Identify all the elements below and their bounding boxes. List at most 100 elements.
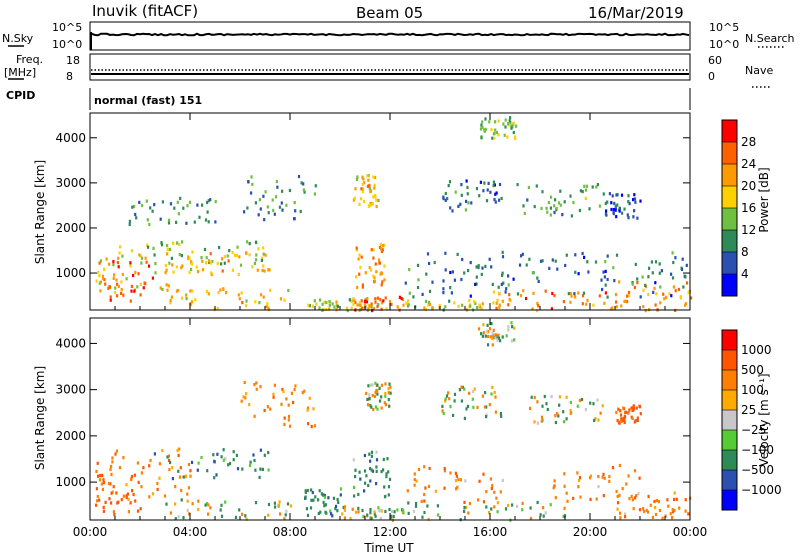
power-cell — [613, 279, 616, 283]
power-cell — [380, 249, 383, 253]
velocity-cell — [286, 502, 290, 506]
power-cell — [151, 209, 154, 213]
velocity-cell — [673, 508, 676, 512]
power-cell — [147, 245, 150, 249]
power-cell — [262, 246, 265, 250]
power-cell — [245, 299, 248, 303]
velocity-cell — [550, 395, 553, 399]
freq-unit: [MHz] — [4, 66, 36, 79]
power-cell — [460, 193, 463, 197]
velocity-cell — [628, 408, 631, 412]
power-cell — [438, 304, 441, 308]
velocity-cell — [376, 407, 379, 411]
velocity-cell — [664, 514, 667, 518]
power-cell — [672, 260, 675, 265]
velocity-cell — [282, 389, 285, 393]
power-cell — [423, 306, 426, 310]
velocity-cell — [266, 405, 269, 409]
velocity-cell — [631, 416, 634, 420]
velocity-cell — [305, 507, 308, 511]
velocity-cell — [309, 506, 313, 510]
power-cell — [112, 260, 115, 264]
power-cell — [508, 119, 511, 123]
velocity-cell — [384, 394, 387, 398]
power-cell — [99, 289, 102, 293]
power-cell — [615, 193, 618, 197]
power-cell — [374, 194, 377, 198]
power-cell — [469, 304, 472, 308]
power-cell — [483, 181, 486, 185]
power-colorbar-tick-label: 28 — [741, 135, 756, 149]
power-cell — [176, 200, 179, 204]
velocity-colorbar-swatch — [722, 430, 737, 450]
velocity-cell — [158, 476, 161, 480]
power-cell — [612, 212, 615, 216]
power-cell — [447, 184, 450, 188]
power-cell — [442, 291, 445, 295]
power-cell — [352, 302, 355, 306]
velocity-cell — [253, 414, 256, 418]
power-cell — [523, 211, 526, 215]
power-cell — [477, 266, 480, 270]
power-cell — [362, 177, 365, 181]
power-cell — [498, 305, 501, 309]
power-cell — [189, 289, 192, 293]
power-cell — [567, 292, 570, 296]
power-cell — [166, 244, 169, 248]
velocity-cell — [417, 467, 421, 472]
power-cell — [587, 270, 590, 274]
velocity-cell — [224, 500, 227, 504]
velocity-cell — [636, 418, 639, 422]
power-cell — [536, 276, 539, 280]
power-cell — [570, 214, 573, 218]
velocity-cell — [254, 468, 257, 472]
power-cell — [181, 264, 184, 268]
power-cell — [361, 285, 364, 289]
velocity-cell — [330, 512, 333, 516]
power-cell — [614, 206, 617, 210]
power-cell — [328, 307, 331, 311]
power-cell — [245, 304, 248, 308]
velocity-cell — [389, 385, 392, 389]
power-cell — [370, 305, 373, 309]
power-cell — [135, 216, 138, 220]
power-cell — [367, 178, 370, 182]
velocity-cell — [510, 339, 514, 343]
power-cell — [368, 186, 371, 190]
power-cell — [633, 197, 637, 201]
power-cell — [170, 256, 173, 260]
power-cell — [604, 269, 607, 273]
power-cell — [321, 302, 324, 306]
power-cell — [388, 299, 392, 304]
power-cell — [504, 290, 507, 294]
power-cell — [461, 257, 464, 262]
velocity-cell — [449, 471, 452, 475]
power-cell — [262, 252, 265, 256]
velocity-cell — [678, 506, 681, 510]
power-cell — [631, 282, 634, 286]
velocity-cell — [627, 474, 630, 478]
power-cell — [581, 251, 584, 256]
velocity-cell — [635, 406, 638, 410]
power-cell — [632, 198, 635, 202]
power-cell — [103, 267, 106, 271]
velocity-cell — [541, 418, 544, 422]
power-cell — [618, 280, 621, 284]
power-cell — [504, 125, 507, 129]
velocity-cell — [578, 398, 581, 402]
power-cell — [259, 207, 262, 211]
velocity-cell — [638, 508, 642, 512]
velocity-cell — [494, 410, 497, 414]
velocity-cell — [177, 515, 180, 519]
power-cell — [116, 282, 119, 286]
power-cell — [190, 300, 193, 304]
velocity-cell — [434, 489, 437, 493]
power-cell — [207, 199, 210, 203]
power-cell — [636, 277, 639, 281]
power-cell — [494, 192, 497, 196]
power-cell — [498, 182, 502, 187]
power-cell — [623, 207, 626, 211]
velocity-cell — [153, 452, 156, 456]
time-tick-label: 16:00 — [473, 525, 508, 539]
velocity-cell — [602, 472, 605, 476]
